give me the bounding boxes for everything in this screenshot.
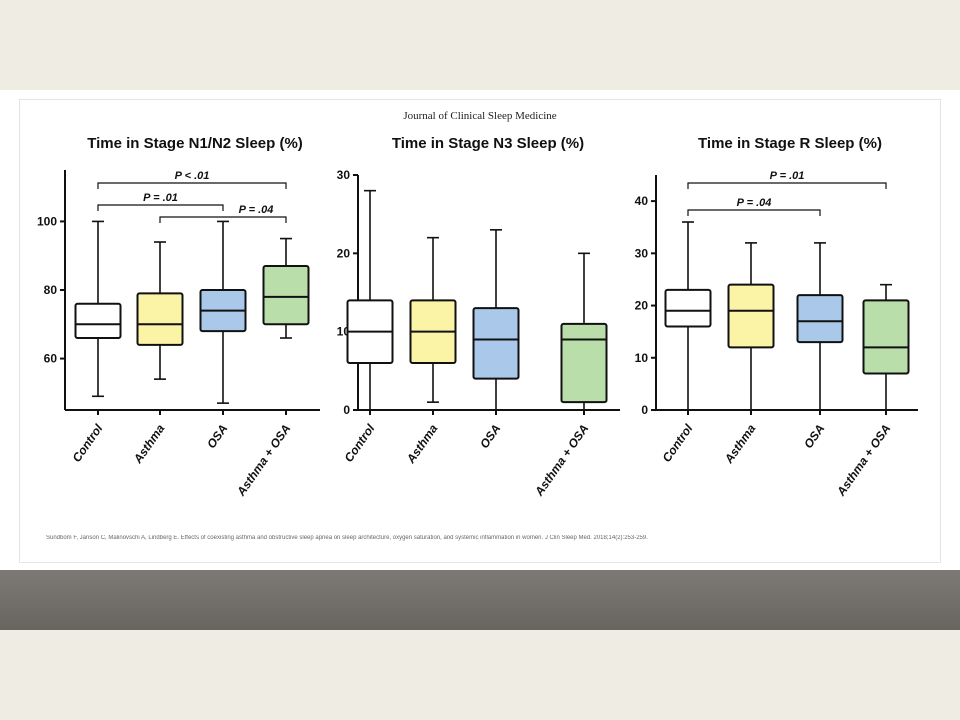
y-tick-label: 40 <box>635 194 649 208</box>
category-label: Control <box>660 421 696 465</box>
box-osa <box>472 307 520 380</box>
category-label: Control <box>342 421 378 465</box>
box-asthma-osa <box>862 299 910 375</box>
category-label: Control <box>70 421 106 465</box>
box-control <box>74 302 122 340</box>
y-tick-label: 0 <box>343 403 350 417</box>
box-asthma-osa <box>560 322 608 404</box>
significance-bracket <box>97 182 287 189</box>
p-value-label: P = .04 <box>239 204 274 216</box>
p-value-label: P = .01 <box>770 170 805 182</box>
chart-title: Time in Stage N3 Sleep (%) <box>392 135 584 152</box>
y-tick-label: 10 <box>635 351 649 365</box>
citation: Sundbom F, Janson C, Malinovschi A, Lind… <box>46 535 648 541</box>
y-tick-label: 0 <box>641 403 648 417</box>
significance-bracket <box>687 209 821 216</box>
p-value-label: P = .01 <box>143 192 178 204</box>
y-tick-label: 20 <box>635 299 649 313</box>
floor-background <box>0 570 960 630</box>
chart-panel-3: Time in Stage R Sleep (%) 0 10 20 30 40 Contro… <box>635 135 918 499</box>
category-label: Asthma + OSA <box>233 422 293 499</box>
box-asthma <box>727 283 775 349</box>
category-label: OSA <box>204 422 230 451</box>
journal-name: Journal of Clinical Sleep Medicine <box>403 110 557 122</box>
significance-bracket <box>97 204 224 211</box>
significance-bracket <box>687 182 887 189</box>
category-label: Asthma <box>721 421 758 466</box>
chart-panel-2: Time in Stage N3 Sleep (%)0102030Control… <box>337 135 620 499</box>
category-label: Asthma <box>403 421 440 466</box>
y-tick-label: 60 <box>44 352 58 366</box>
y-tick-label: 80 <box>44 283 58 297</box>
p-value-label: P < .01 <box>175 170 210 182</box>
chart-title: Time in Stage R Sleep (%) <box>698 135 882 152</box>
category-label: OSA <box>801 422 827 451</box>
category-label: Asthma <box>130 421 167 466</box>
chart-panel-1: Time in Stage N1/N2 Sleep (%) 60 80 100 Cont… <box>37 135 320 499</box>
y-tick-label: 20 <box>337 246 351 260</box>
category-label: Asthma + OSA <box>833 422 893 499</box>
y-tick-label: 30 <box>635 246 649 260</box>
significance-bracket <box>159 216 287 223</box>
y-tick-label: 100 <box>37 214 57 228</box>
box-control <box>664 288 712 328</box>
y-tick-label: 30 <box>337 168 351 182</box>
box-osa <box>796 294 844 344</box>
chart-title: Time in Stage N1/N2 Sleep (%) <box>87 135 303 152</box>
box-asthma <box>136 292 184 346</box>
p-value-label: P = .04 <box>737 197 772 209</box>
category-label: OSA <box>477 422 503 451</box>
box-asthma-osa <box>262 265 310 326</box>
category-label: Asthma + OSA <box>531 422 591 499</box>
